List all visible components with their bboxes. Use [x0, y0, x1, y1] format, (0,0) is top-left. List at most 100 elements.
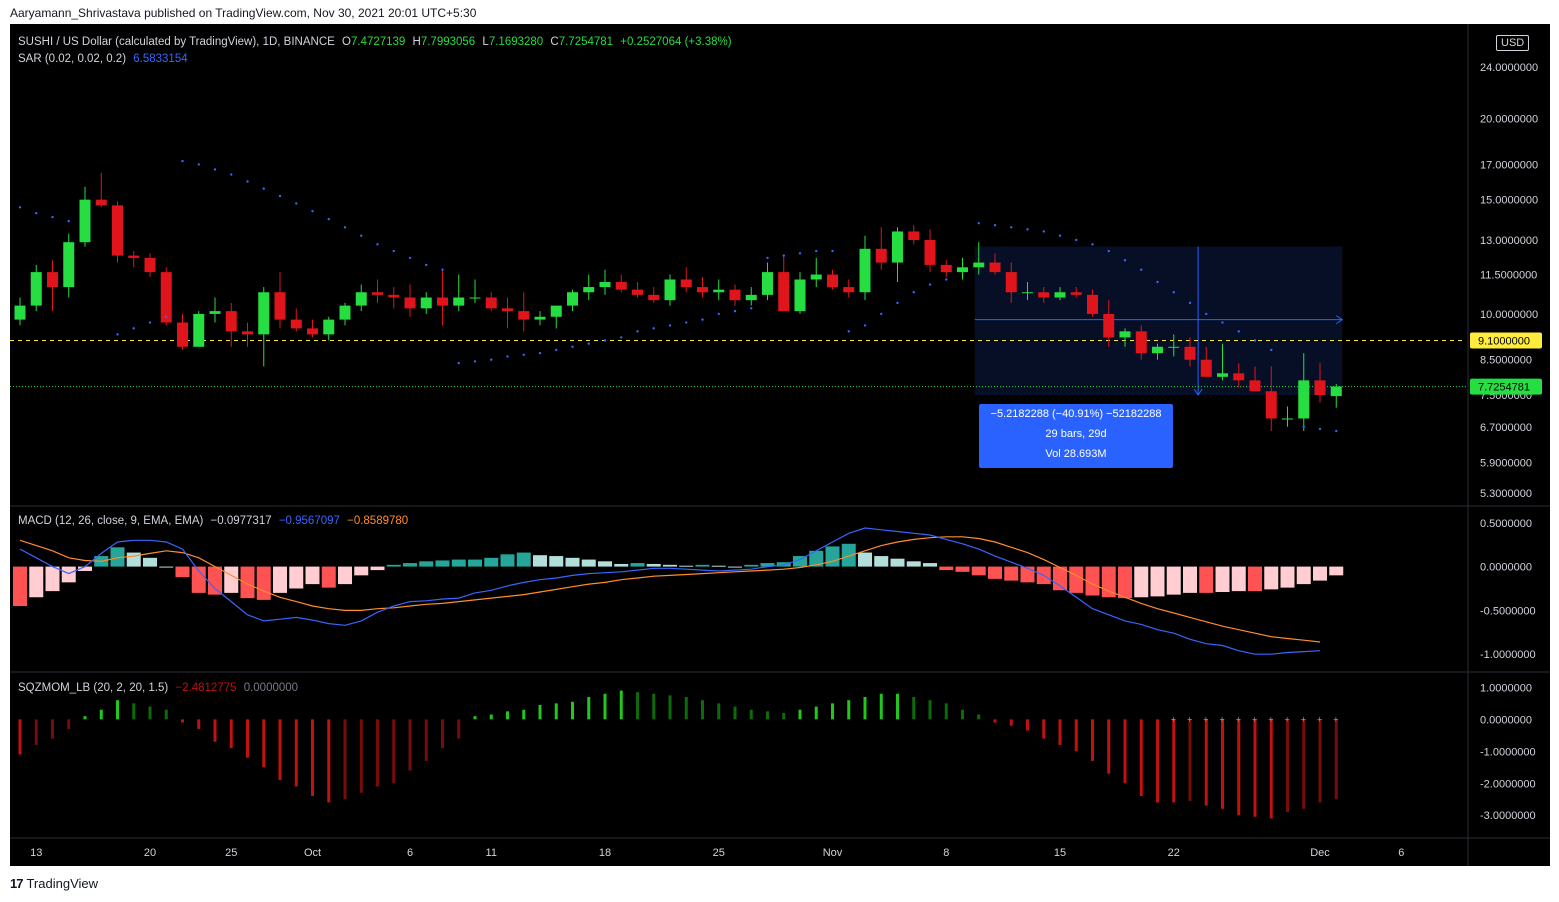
- candle-up: [1168, 346, 1180, 348]
- sar-dot: [360, 234, 363, 237]
- sar-dot: [1270, 348, 1273, 352]
- sqz-momentum-bar: [1269, 719, 1273, 819]
- currency-badge[interactable]: USD: [1496, 35, 1530, 51]
- sqz-momentum-bar: [603, 693, 607, 720]
- sqz-momentum-bar: [1026, 719, 1029, 731]
- candle-up: [794, 279, 806, 312]
- sar-dot: [1026, 228, 1029, 231]
- open-value: 7.4727139: [350, 36, 406, 48]
- candle-up: [599, 281, 611, 288]
- macd-histogram-bar: [744, 564, 759, 567]
- sqz-momentum-bar: [392, 719, 396, 784]
- candle-down: [1070, 292, 1082, 295]
- sqz-cross-marker: +: [1333, 714, 1338, 724]
- price-tick-label: 11.5000000: [1480, 270, 1537, 282]
- candle-down: [112, 205, 123, 256]
- sar-dot: [685, 321, 688, 324]
- sqz-momentum-bar: [506, 711, 509, 720]
- macd-histogram-bar: [126, 552, 141, 567]
- sqz-momentum-bar: [587, 696, 591, 720]
- macd-tick-label: 0.0000000: [1480, 562, 1532, 574]
- candle-up: [567, 292, 578, 306]
- candle-down: [47, 272, 58, 288]
- sqz-momentum-bar: [213, 719, 217, 742]
- sqz-momentum-bar: [733, 706, 737, 720]
- sar-dot: [993, 224, 997, 227]
- sqz-momentum-bar: [1204, 719, 1208, 806]
- chart-area[interactable]: 24.0000000 20.0000000 17.0000000 15.0000000…: [10, 24, 1550, 866]
- sar-dot: [181, 159, 184, 163]
- sqz-momentum-bar: [262, 719, 266, 768]
- sqz-momentum-bar: [1334, 719, 1338, 800]
- macd-histogram-bar: [143, 557, 157, 567]
- macd-line-value: −0.9567097: [278, 515, 340, 527]
- candle-down: [778, 272, 790, 312]
- sar-dot: [246, 180, 249, 183]
- sqz-momentum-bar: [489, 714, 493, 720]
- sqz-momentum-bar: [148, 706, 152, 720]
- price-tick-label: 15.0000000: [1480, 195, 1538, 207]
- macd-histogram-bar: [1183, 566, 1197, 593]
- macd-histogram-bar: [305, 566, 320, 585]
- sar-dot: [928, 283, 932, 286]
- macd-histogram-bar: [825, 546, 840, 567]
- sqz-momentum-bar: [457, 719, 461, 739]
- footer: 17 TradingView: [10, 876, 98, 891]
- change-value: +0.2527064 (+3.38%): [620, 36, 732, 48]
- candle-down: [680, 279, 692, 288]
- macd-histogram-bar: [955, 566, 970, 572]
- macd-histogram-bar: [1118, 566, 1132, 599]
- macd-histogram-bar: [598, 561, 612, 567]
- sar-dot: [831, 249, 834, 253]
- candle-up: [1054, 292, 1066, 298]
- sqz-momentum-bar: [1074, 719, 1078, 752]
- sar-dot: [1221, 321, 1224, 324]
- sqz-momentum-bar: [1091, 719, 1094, 761]
- macd-histogram-bar: [1004, 566, 1019, 581]
- macd-legend: MACD (12, 26, close, 9, EMA, EMA) −0.097…: [18, 515, 412, 527]
- macd-histogram-bar: [321, 566, 336, 588]
- sar-dot: [1237, 330, 1240, 333]
- candle-down: [1265, 391, 1277, 419]
- macd-histogram-bar: [1264, 566, 1279, 590]
- open-label: O: [342, 36, 351, 48]
- sar-dot: [1318, 427, 1322, 431]
- sqz-momentum-bar: [278, 719, 282, 781]
- x-axis-label: 20: [144, 847, 156, 859]
- sqz-momentum-bar: [749, 709, 753, 720]
- candle-down: [307, 328, 318, 335]
- candle-up: [534, 316, 546, 320]
- candle-up: [745, 294, 757, 301]
- sqz-cross-marker: +: [1203, 714, 1208, 724]
- sqz-momentum-bar: [1156, 719, 1159, 803]
- candle-down: [1103, 313, 1115, 338]
- sar-dot: [652, 327, 655, 330]
- macd-histogram-bar: [663, 564, 677, 567]
- sar-dot: [1010, 226, 1013, 229]
- sqz-momentum-bar: [912, 696, 916, 720]
- sar-dot: [977, 221, 980, 225]
- sqz-momentum-bar: [473, 716, 477, 720]
- chart-svg[interactable]: 24.0000000 20.0000000 17.0000000 15.0000000…: [10, 24, 1550, 866]
- candle-up: [1119, 331, 1131, 338]
- candle-up: [664, 279, 676, 301]
- macd-histogram-bar: [403, 563, 417, 567]
- sqz-tick-label: 0.0000000: [1480, 714, 1532, 726]
- sqz-cross-marker: +: [1220, 714, 1225, 724]
- sqz-momentum-bar: [668, 695, 672, 720]
- publish-info: Aaryamann_Shrivastava published on Tradi…: [10, 6, 477, 20]
- sar-dot: [555, 348, 558, 352]
- tradingview-logo-icon: 17: [10, 876, 24, 891]
- close-value: 7.7254781: [558, 36, 614, 48]
- sqz-value-2: 0.0000000: [243, 682, 299, 694]
- macd-histogram-bar: [419, 561, 434, 567]
- x-axis-label: 22: [1168, 847, 1180, 859]
- macd-histogram-bar: [890, 558, 905, 567]
- sar-dot: [668, 324, 672, 327]
- macd-tick-label: -0.5000000: [1480, 605, 1536, 617]
- macd-histogram-bar: [760, 563, 775, 567]
- sqz-momentum-bar: [327, 719, 331, 803]
- macd-histogram-bar: [1166, 566, 1181, 595]
- sar-dot: [766, 256, 769, 260]
- macd-histogram-bar: [386, 564, 401, 567]
